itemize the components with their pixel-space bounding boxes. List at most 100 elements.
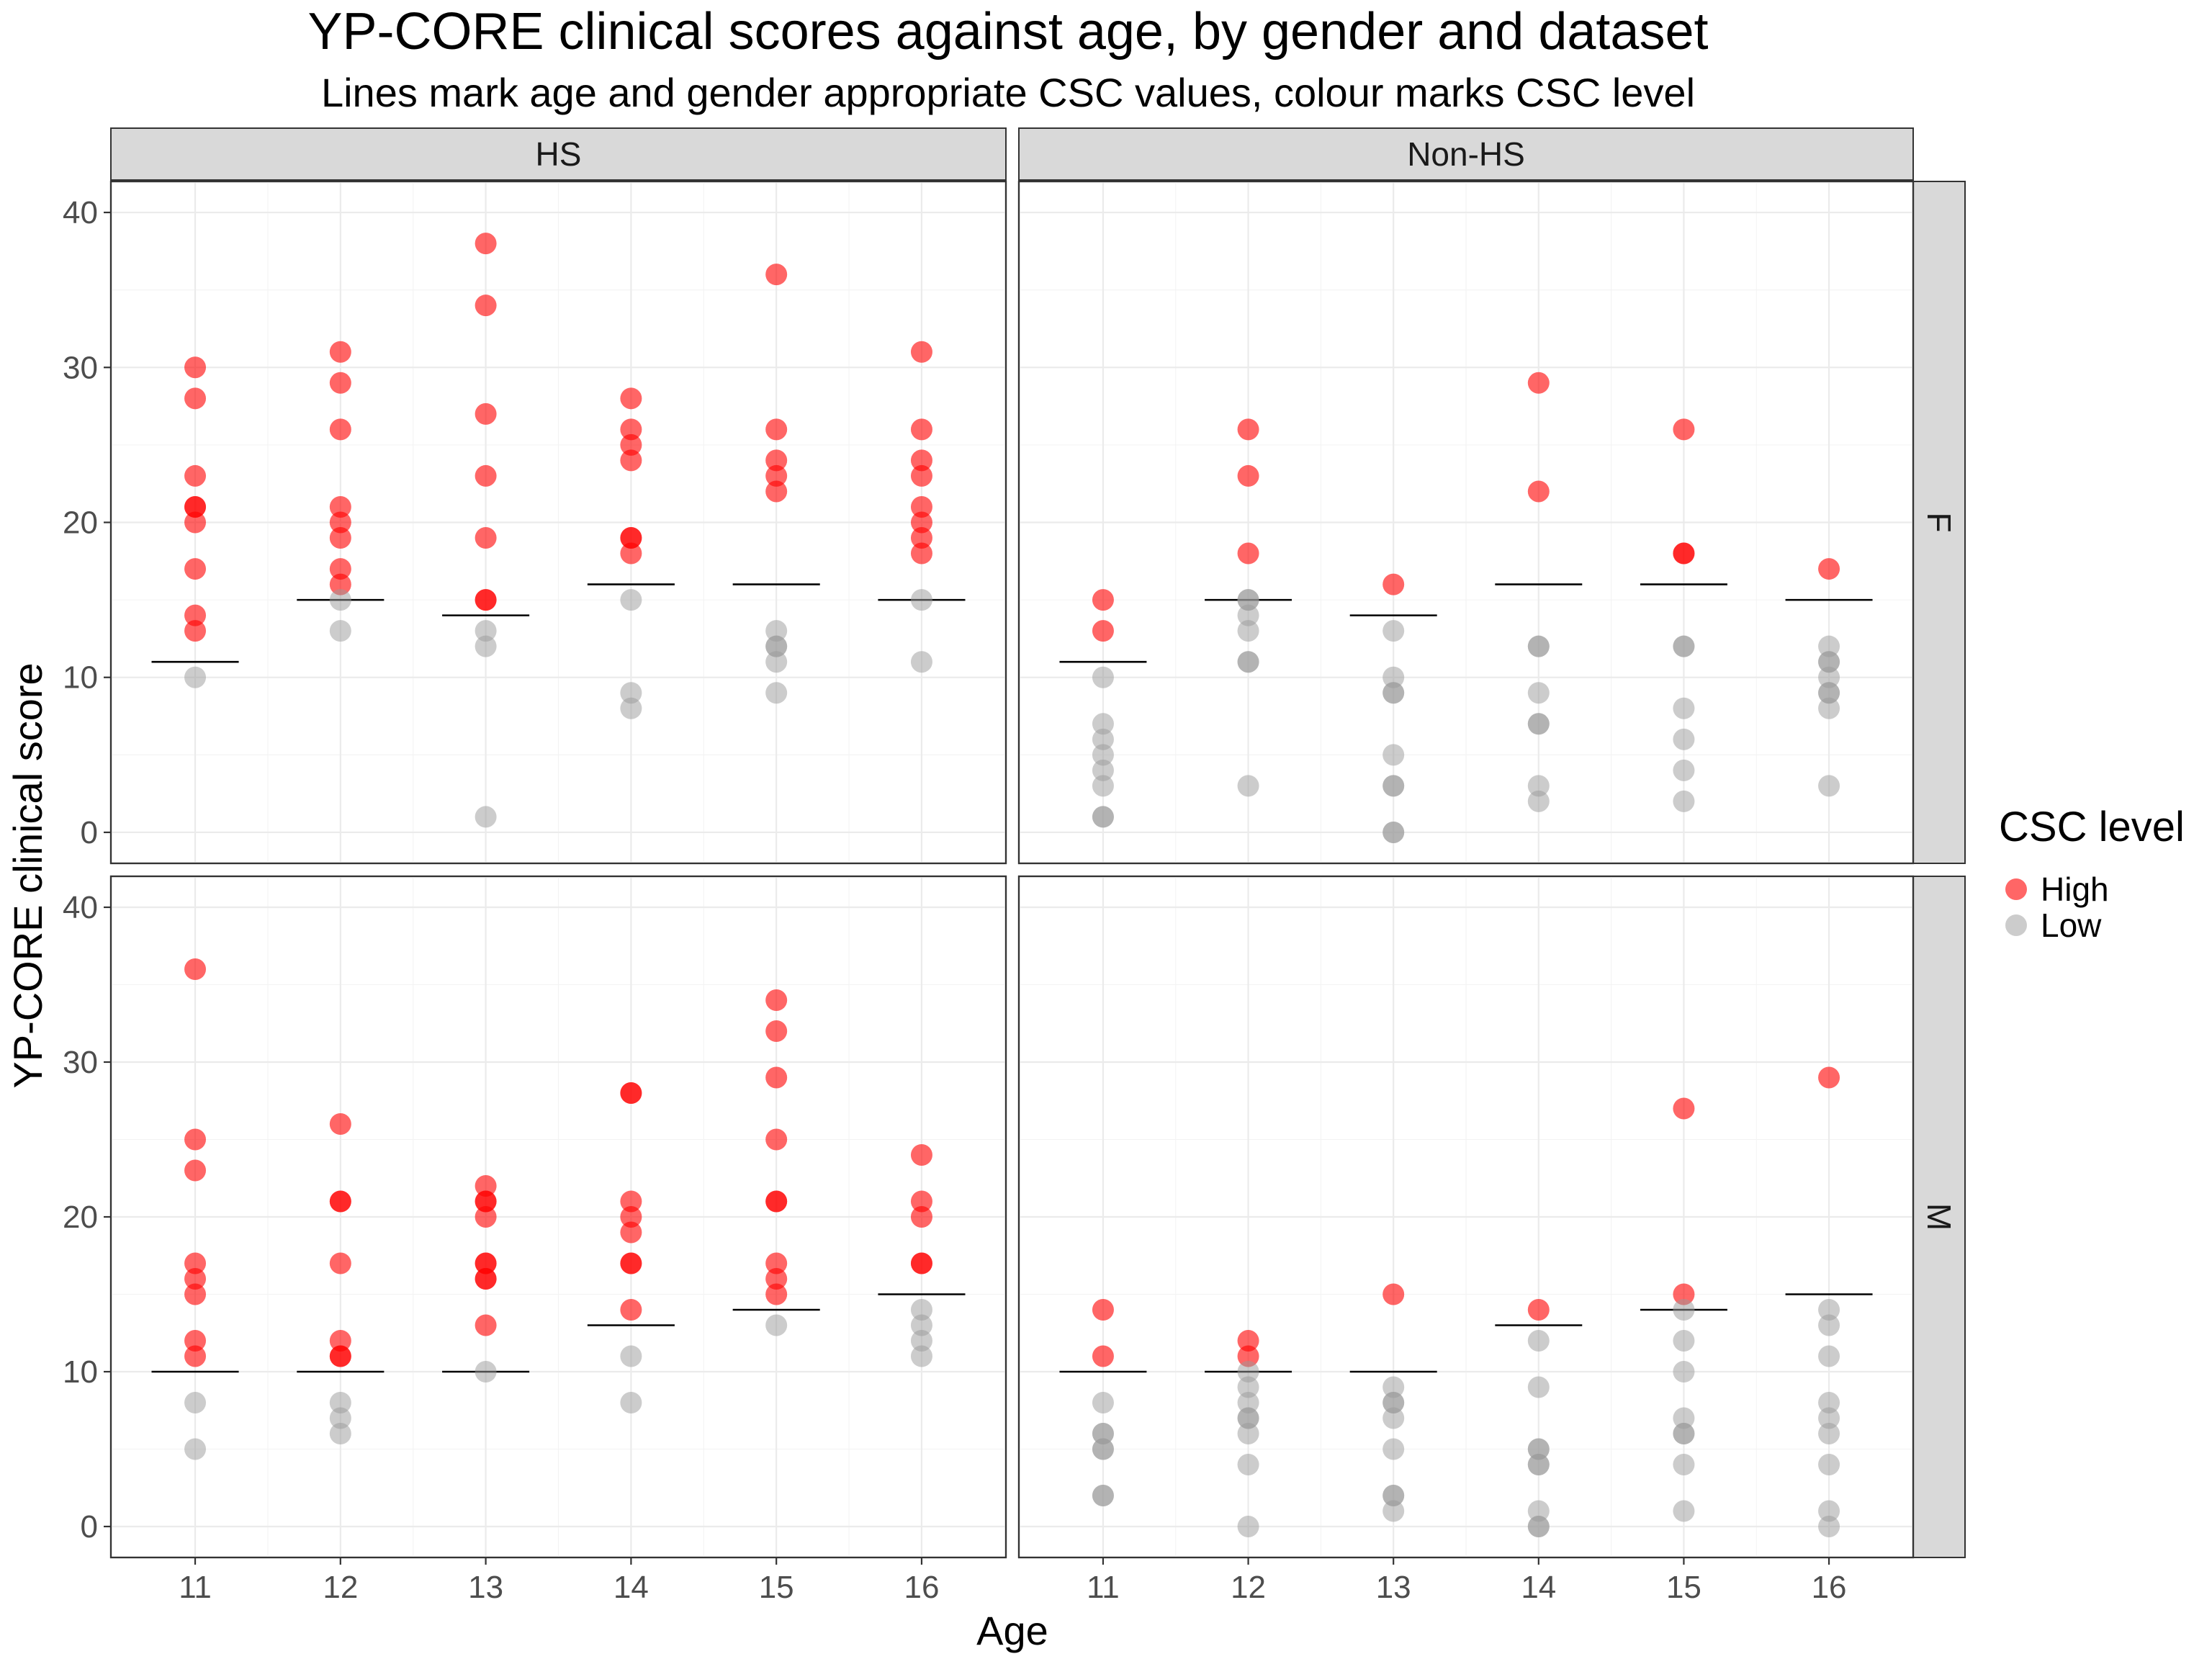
- data-point-high: [184, 387, 207, 410]
- chart-subtitle: Lines mark age and gender appropriate CS…: [321, 70, 1695, 115]
- data-point-low: [475, 806, 497, 828]
- x-tick-label: 12: [323, 1570, 358, 1605]
- data-point-high: [1818, 558, 1840, 580]
- data-point-low: [1092, 744, 1114, 766]
- data-point-low: [1527, 1330, 1550, 1352]
- data-point-high: [910, 1144, 932, 1166]
- facet-strip-f: [1912, 181, 1966, 864]
- y-tick-label: 30: [63, 1045, 98, 1080]
- panel-border: [1017, 180, 1915, 865]
- data-point-low: [329, 589, 351, 611]
- panel-hs-f: [109, 180, 1007, 865]
- facet-strip-label: HS: [536, 135, 582, 173]
- data-point-low: [1527, 1454, 1550, 1475]
- data-point-low: [1527, 1438, 1550, 1460]
- data-point-low: [329, 1392, 351, 1413]
- data-point-low: [910, 1345, 932, 1367]
- data-point-high: [910, 1190, 932, 1213]
- x-tick-label: 12: [1231, 1570, 1266, 1605]
- data-point-high: [620, 433, 642, 456]
- data-point-high: [910, 341, 932, 363]
- data-point-low: [1818, 1516, 1840, 1537]
- data-point-low: [1237, 1516, 1259, 1537]
- data-point-low: [1382, 744, 1405, 766]
- y-tick-label: 40: [63, 195, 98, 230]
- data-point-low: [620, 1345, 642, 1367]
- data-point-low: [329, 1423, 351, 1444]
- panel-non-hs-f: [1017, 180, 1915, 865]
- data-point-low: [1092, 1392, 1114, 1413]
- data-point-low: [1382, 682, 1405, 704]
- data-point-high: [1237, 1345, 1259, 1367]
- data-point-high: [184, 958, 207, 980]
- data-point-high: [1092, 589, 1114, 611]
- facet-strip-m: [1912, 876, 1966, 1558]
- data-point-high: [329, 511, 351, 534]
- data-point-low: [1237, 604, 1259, 626]
- data-point-low: [329, 620, 351, 642]
- data-point-high: [475, 1190, 497, 1213]
- data-point-high: [184, 1159, 207, 1182]
- data-point-low: [1382, 1438, 1405, 1460]
- data-point-high: [1673, 418, 1695, 441]
- facet-strip-label: M: [1920, 1203, 1958, 1231]
- data-point-high: [765, 1283, 788, 1305]
- data-point-low: [1382, 1407, 1405, 1429]
- data-point-low: [1673, 1500, 1695, 1522]
- data-point-low: [1818, 1392, 1840, 1413]
- panel-border: [1017, 875, 1915, 1559]
- facet-strip-non-hs: [1018, 127, 1914, 181]
- data-point-high: [1237, 1330, 1259, 1352]
- data-point-high: [184, 495, 207, 518]
- data-point-low: [1818, 1407, 1840, 1429]
- data-point-low: [1382, 775, 1405, 797]
- data-point-low: [1818, 775, 1840, 797]
- data-point-low: [184, 1438, 207, 1460]
- data-point-low: [1527, 1500, 1550, 1522]
- data-point-low: [1673, 635, 1695, 657]
- data-point-low: [1237, 1361, 1259, 1382]
- data-point-high: [765, 989, 788, 1011]
- facet-panels: HS Non-HS F M 0 10 20 30 40 0 10 20 30 40 11 12 13 14 15 16…: [63, 127, 1966, 1605]
- data-point-low: [1818, 1299, 1840, 1321]
- data-point-high: [620, 1252, 642, 1274]
- data-point-high: [184, 558, 207, 580]
- x-tick-label: 11: [179, 1570, 212, 1605]
- data-point-high: [910, 418, 932, 441]
- data-point-high: [475, 1314, 497, 1336]
- data-point-high: [910, 1252, 932, 1274]
- x-tick-label: 14: [613, 1570, 649, 1605]
- data-point-low: [1818, 1500, 1840, 1522]
- panel-non-hs-m: [1017, 875, 1915, 1559]
- data-point-low: [475, 620, 497, 642]
- data-point-low: [184, 666, 207, 688]
- data-point-low: [1527, 790, 1550, 812]
- legend-label-low: Low: [2041, 907, 2102, 944]
- data-point-low: [475, 635, 497, 657]
- data-point-high: [620, 542, 642, 565]
- data-point-low: [1237, 1376, 1259, 1398]
- data-point-high: [910, 495, 932, 518]
- data-point-low: [1237, 589, 1259, 611]
- x-tick-label: 16: [1812, 1570, 1847, 1605]
- data-point-low: [1092, 666, 1114, 688]
- data-point-high: [329, 341, 351, 363]
- data-point-high: [1527, 1299, 1550, 1321]
- data-point-low: [765, 620, 788, 642]
- data-point-low: [329, 1407, 351, 1429]
- data-point-low: [910, 1299, 932, 1321]
- data-point-low: [1673, 728, 1695, 750]
- x-axis-title: Age: [976, 1608, 1048, 1653]
- data-point-low: [620, 589, 642, 611]
- data-point-low: [1092, 1438, 1114, 1460]
- data-point-low: [1237, 775, 1259, 797]
- data-point-high: [1527, 372, 1550, 394]
- facet-strip-label: Non-HS: [1407, 135, 1525, 173]
- data-point-high: [765, 418, 788, 441]
- data-point-low: [1382, 1485, 1405, 1506]
- data-point-low: [1527, 713, 1550, 735]
- data-point-low: [1673, 1407, 1695, 1429]
- data-point-low: [1818, 1345, 1840, 1367]
- data-point-high: [1673, 1283, 1695, 1305]
- data-point-high: [620, 1299, 642, 1321]
